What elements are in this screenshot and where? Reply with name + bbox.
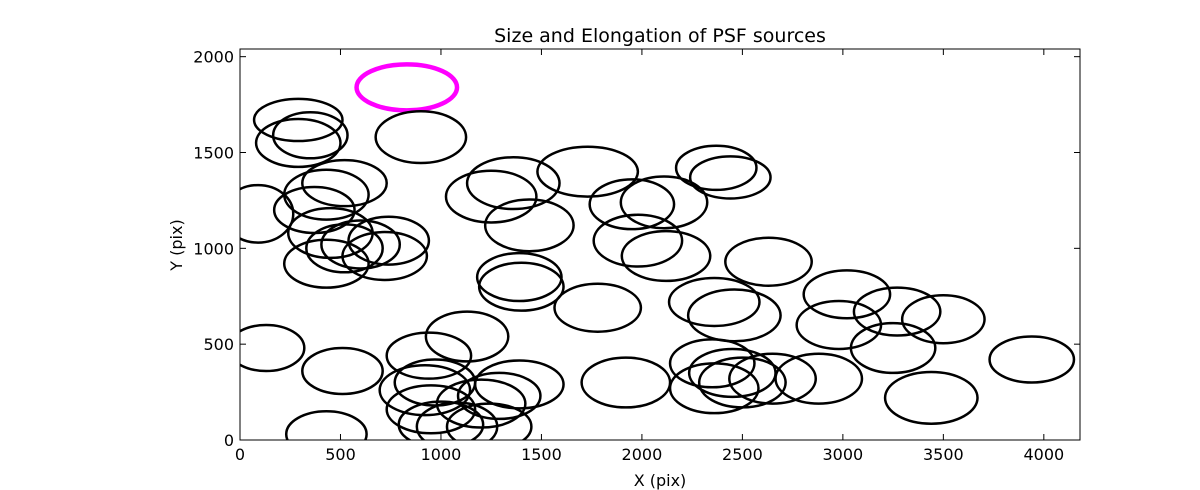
y-tick-label: 1500: [193, 144, 234, 163]
source-ellipse-31: [802, 269, 892, 320]
source-ellipse-48: [424, 310, 510, 363]
source-ellipse-16: [465, 156, 561, 211]
x-tick-label: 0: [235, 445, 245, 464]
y-tick-label: 0: [224, 431, 234, 450]
source-ellipse-19: [477, 261, 565, 312]
source-ellipse-56: [456, 371, 542, 421]
source-ellipse-1: [252, 97, 344, 143]
source-ellipse-55: [435, 378, 527, 429]
source-ellipse-2: [254, 117, 342, 169]
source-ellipse-17: [483, 198, 575, 253]
x-tick-label: 3000: [823, 445, 864, 464]
source-ellipse-11: [320, 219, 402, 270]
source-ellipse-14: [282, 238, 370, 289]
source-ellipse-41: [668, 338, 756, 389]
source-ellipse-22: [588, 178, 676, 231]
source-ellipse-44: [580, 356, 672, 409]
source-ellipse-58: [473, 359, 565, 410]
source-ellipse-52: [385, 384, 477, 435]
source-ellipse-21: [553, 282, 643, 333]
source-ellipse-53: [397, 400, 485, 440]
source-ellipse-32: [795, 299, 883, 351]
chart-title: Size and Elongation of PSF sources: [494, 25, 826, 47]
source-ellipse-20: [536, 145, 640, 198]
x-tick-label: 1500: [521, 445, 562, 464]
source-ellipse-34: [900, 294, 986, 345]
x-tick-label: 1000: [421, 445, 462, 464]
source-ellipse-10: [305, 223, 384, 274]
y-tick-label: 1000: [193, 239, 234, 258]
y-axis-ticks: 0 500 1000 1500 2000: [193, 48, 1080, 450]
source-ellipse-28: [724, 236, 813, 287]
source-ellipse-3: [271, 111, 349, 160]
x-tick-label: 500: [325, 445, 356, 464]
source-ellipse-25: [620, 229, 712, 283]
source-ellipse-23: [592, 213, 684, 268]
source-ellipse-6: [301, 158, 388, 208]
source-ellipse-30: [686, 288, 782, 343]
source-ellipse-38: [774, 352, 864, 405]
source-ellipse-57: [445, 402, 533, 440]
source-ellipse-46: [301, 346, 384, 396]
source-ellipse-50: [378, 364, 472, 417]
source-ellipse-12: [347, 215, 431, 266]
source-ellipse-29: [667, 276, 761, 328]
source-ellipse-5: [240, 183, 295, 244]
source-ellipse-4: [374, 110, 468, 165]
x-tick-label: 3500: [923, 445, 964, 464]
x-tick-label: 4000: [1023, 445, 1064, 464]
source-ellipse-18: [475, 251, 563, 303]
source-ellipse-24: [619, 175, 709, 230]
source-ellipse-47: [284, 410, 368, 440]
source-ellipse-13: [341, 230, 429, 282]
source-ellipse-37: [988, 335, 1076, 384]
x-tick-label: 2000: [622, 445, 663, 464]
source-ellipse-39: [728, 352, 817, 405]
plot-frame: [239, 48, 1081, 441]
source-ellipse-43: [687, 347, 777, 399]
source-ellipses: [240, 62, 1076, 440]
source-ellipse-35: [849, 321, 937, 375]
source-ellipse-27: [688, 155, 772, 200]
source-ellipse-15: [444, 169, 538, 224]
source-ellipse-45: [240, 323, 306, 373]
source-ellipse-0: [354, 62, 460, 113]
source-ellipse-33: [852, 286, 942, 337]
y-axis-label: Y (pix): [167, 219, 186, 271]
source-ellipse-26: [674, 144, 758, 192]
x-axis-ticks: 0 500 1000 1500 2000 2500 3000 3500 4000: [235, 49, 1064, 464]
x-axis-label: X (pix): [634, 471, 687, 490]
source-ellipse-49: [385, 331, 473, 380]
x-tick-label: 2500: [722, 445, 763, 464]
y-tick-label: 500: [203, 335, 234, 354]
source-ellipse-36: [883, 370, 979, 425]
y-tick-label: 2000: [193, 48, 234, 67]
